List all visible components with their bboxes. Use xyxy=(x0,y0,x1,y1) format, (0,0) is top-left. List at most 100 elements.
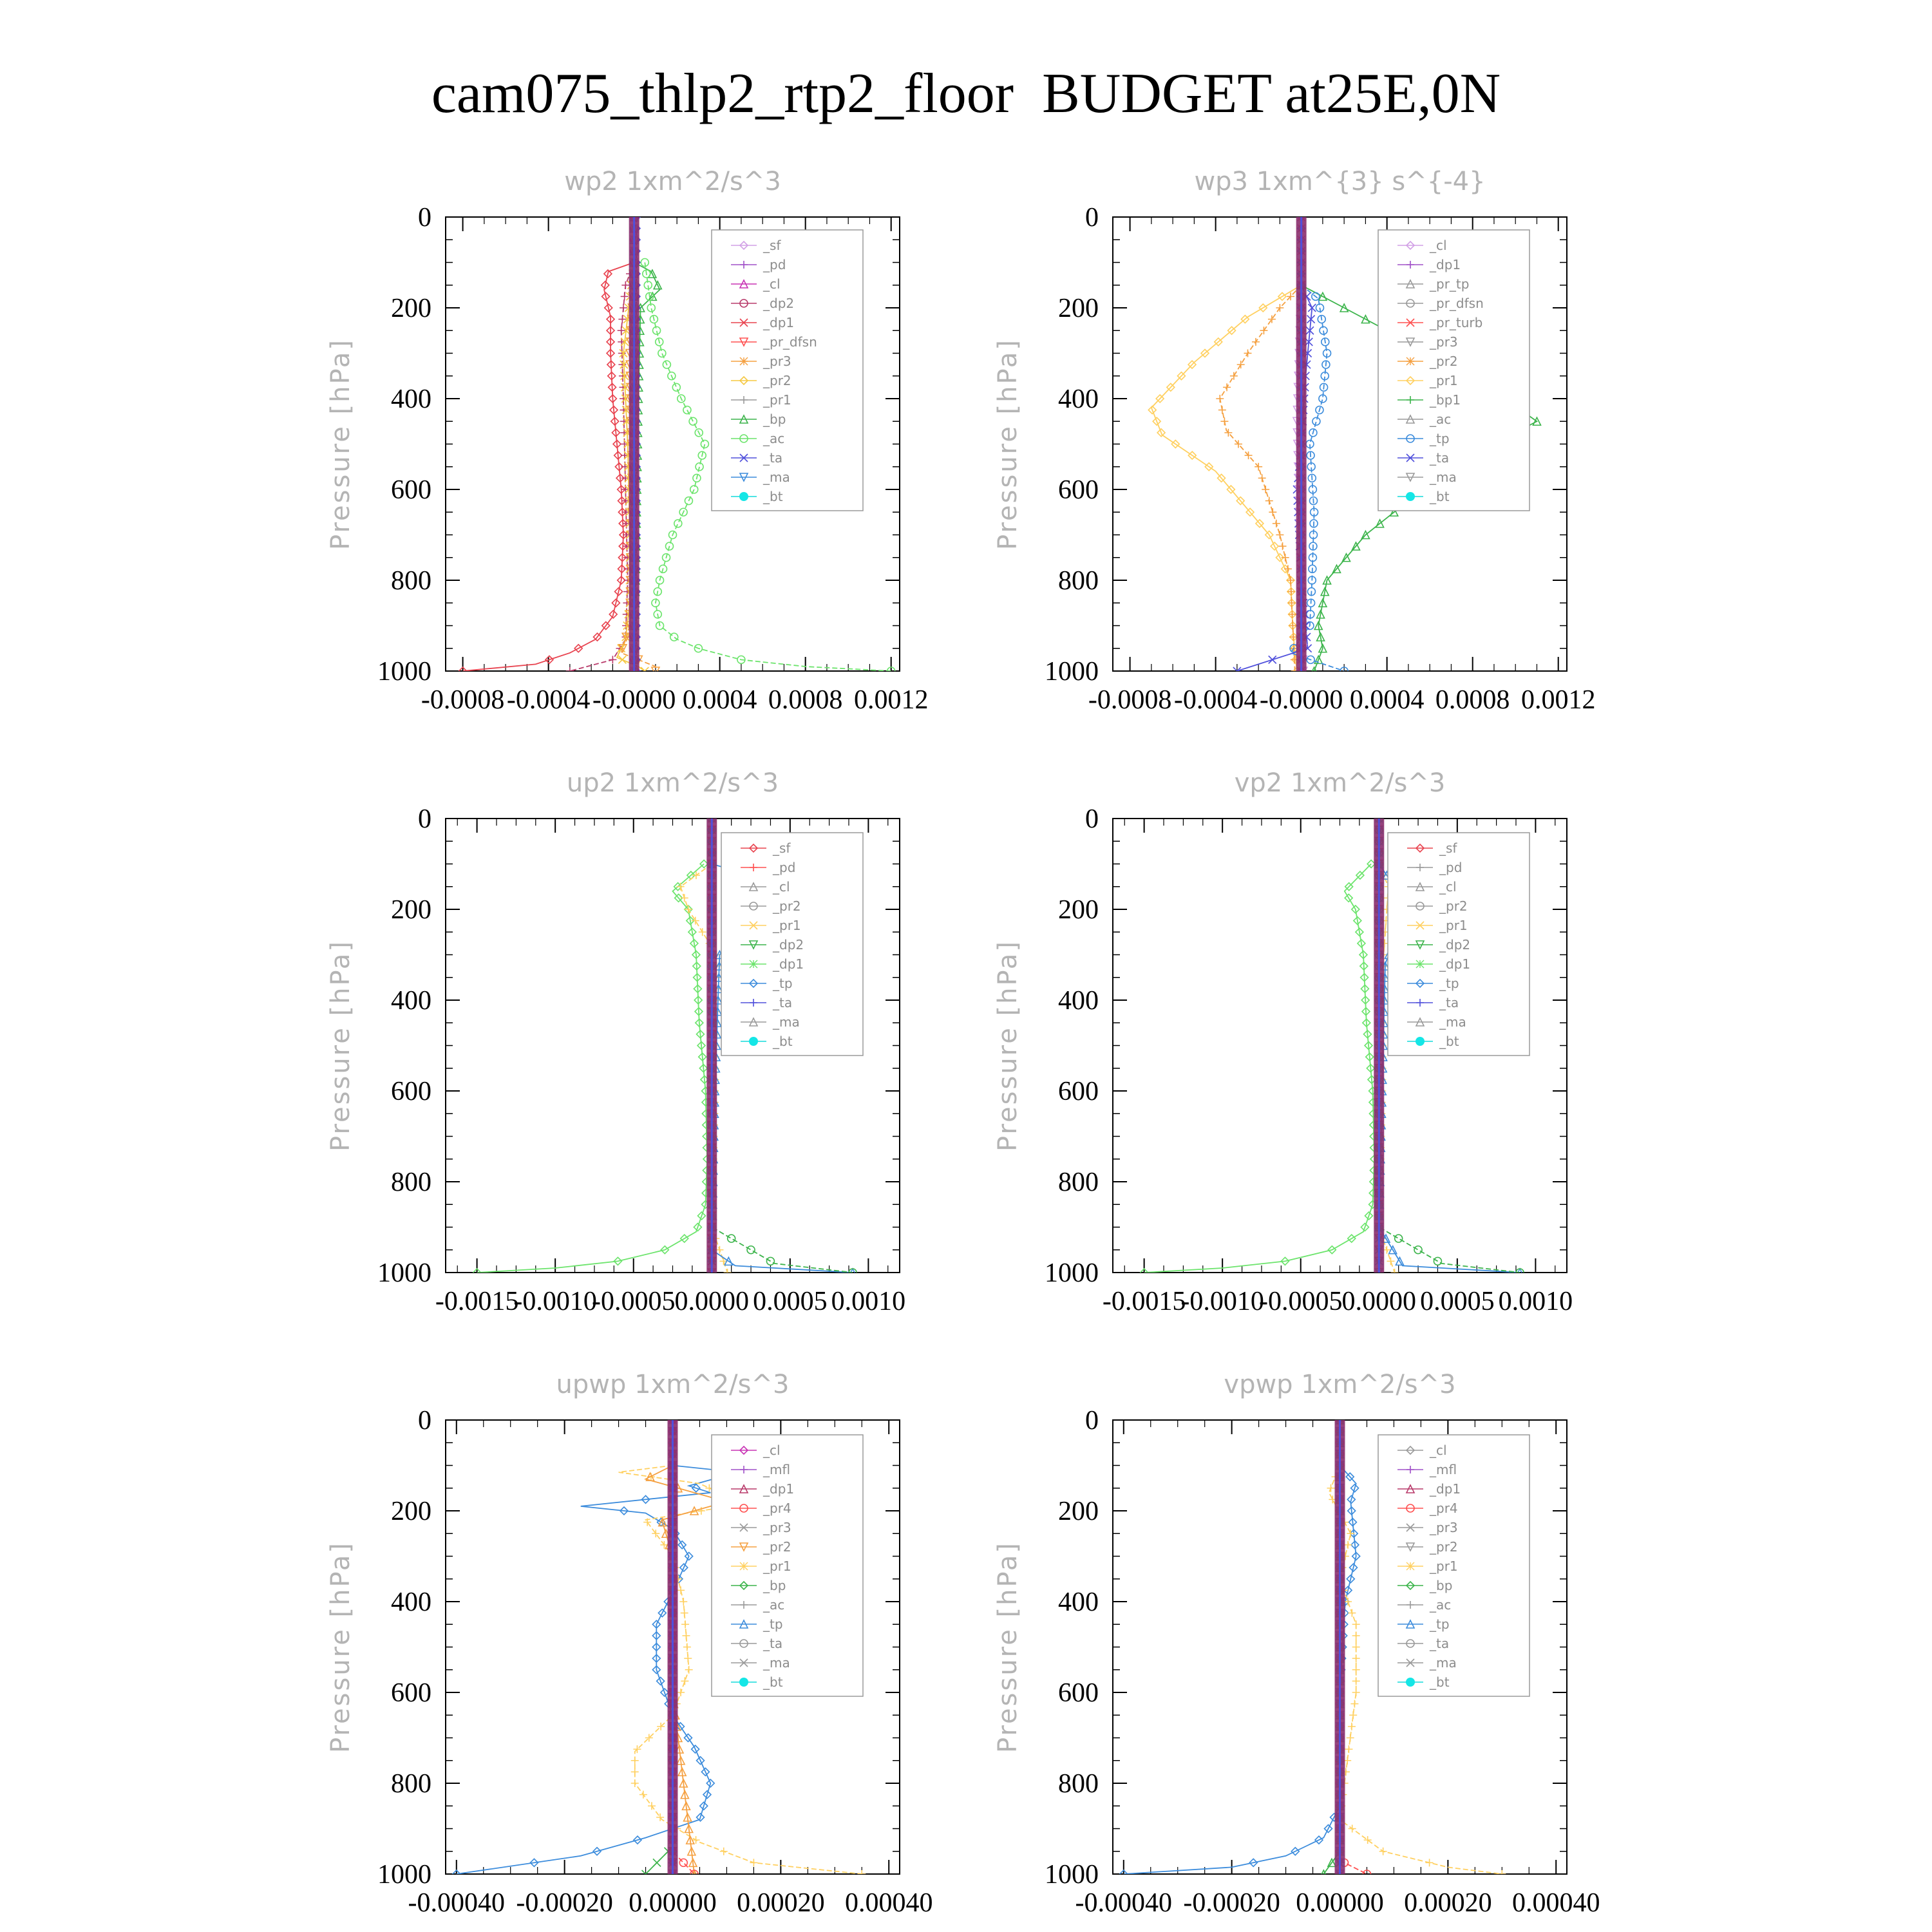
legend-item-ma: _ma xyxy=(1407,1014,1466,1030)
series-marker xyxy=(658,564,668,574)
series-marker xyxy=(1348,1824,1356,1833)
series-marker xyxy=(1348,1517,1358,1527)
y-tick-label: 0 xyxy=(418,203,431,232)
legend-item-ta: _ta xyxy=(1407,995,1459,1010)
series-marker xyxy=(1258,474,1266,482)
legend-marker xyxy=(739,375,749,386)
series-marker xyxy=(1312,417,1321,426)
series-marker xyxy=(605,314,616,324)
legend-item-ma: _ma xyxy=(741,1014,800,1030)
chart-panel-1: wp2 1xm^2/s^3 Pressure [hPa] 0 200 400 600 800… xyxy=(326,167,928,715)
plot-area xyxy=(1139,819,1524,1273)
legend-marker xyxy=(1416,902,1425,911)
series-marker xyxy=(684,905,692,913)
x-tick-label: 0.00040 xyxy=(845,1888,933,1918)
legend-item-ac: _ac xyxy=(731,1597,784,1613)
legend-item-dp2: _dp2 xyxy=(1407,937,1470,952)
y-tick-label: 1000 xyxy=(377,1258,431,1288)
legend-item-cl: _cl xyxy=(741,879,790,895)
series-marker xyxy=(640,667,649,671)
series-line xyxy=(1144,863,1375,1273)
series-marker xyxy=(1216,395,1224,402)
legend-item-pr3: _pr3 xyxy=(731,354,791,369)
series-marker xyxy=(529,1858,539,1868)
legend-item-mfl: _mfl xyxy=(1397,1462,1457,1477)
series-line xyxy=(1123,1464,1357,1874)
series-marker xyxy=(679,1233,689,1244)
series-marker xyxy=(1327,1857,1337,1868)
series-marker xyxy=(1322,348,1332,358)
x-tick-label: -0.00040 xyxy=(408,1888,506,1918)
y-tick-label: 400 xyxy=(391,384,431,414)
y-tick-label: 1000 xyxy=(1045,1258,1099,1288)
series-marker xyxy=(649,314,659,324)
legend-label: _bp xyxy=(762,1578,786,1593)
series-marker xyxy=(1414,1245,1423,1255)
series-marker xyxy=(1365,1052,1374,1062)
legend-marker xyxy=(740,261,748,269)
x-tick-label: -0.0000 xyxy=(1260,685,1343,715)
plot-area xyxy=(1148,217,1542,671)
legend-item-bt: _bt xyxy=(1397,1674,1450,1690)
series-marker xyxy=(612,439,622,449)
series-marker xyxy=(1318,598,1328,608)
series-dp1 xyxy=(472,859,712,1273)
legend-item-bt: _bt xyxy=(741,1034,793,1049)
x-tick-label: 0.0012 xyxy=(1521,685,1596,715)
y-tick-label: 200 xyxy=(391,895,431,925)
legend-label: _pr3 xyxy=(762,354,791,369)
series-marker xyxy=(1309,542,1318,551)
series-marker xyxy=(641,1870,650,1874)
series-marker xyxy=(1323,1824,1333,1833)
series-marker xyxy=(1287,292,1295,301)
legend-marker xyxy=(739,337,749,347)
series-marker xyxy=(1316,609,1325,619)
series-marker xyxy=(1255,462,1263,471)
series-marker xyxy=(1389,507,1399,517)
chart-panel-2: wp3 1xm^{3} s^{-4} Pressure [hPa] 0 200 400 6… xyxy=(993,167,1595,715)
legend-label: _pr4 xyxy=(762,1501,791,1516)
legend-item-sf: _sf xyxy=(731,238,781,253)
legend-item-bp1: _bp1 xyxy=(1397,392,1461,408)
legend-marker xyxy=(749,960,758,969)
y-tick-label: 600 xyxy=(391,1678,431,1708)
legend-label: _bt xyxy=(1429,489,1450,504)
series-marker xyxy=(1309,428,1318,437)
x-tick-label: 0.00040 xyxy=(1512,1888,1600,1918)
series-marker xyxy=(654,337,664,346)
legend-marker xyxy=(1415,882,1425,891)
legend-item-pr3: _pr3 xyxy=(1397,334,1458,350)
series-marker xyxy=(1349,1562,1358,1573)
legend-marker xyxy=(739,473,749,482)
legend-marker xyxy=(739,357,748,366)
series-marker xyxy=(618,541,628,551)
legend-item-pr1: _pr1 xyxy=(731,1558,791,1574)
legend-label: _bt xyxy=(1429,1674,1450,1690)
series-marker xyxy=(574,643,583,653)
series-marker xyxy=(620,304,628,312)
series-marker xyxy=(695,462,704,471)
legend-label: _bt xyxy=(762,489,783,504)
series-marker xyxy=(677,1689,685,1696)
series-marker xyxy=(690,1870,699,1874)
series-dp1 xyxy=(1139,859,1379,1273)
series-marker xyxy=(606,359,616,370)
x-tick-label: -0.0010 xyxy=(513,1287,597,1316)
series-marker xyxy=(681,1620,690,1629)
legend-item-pr4: _pr4 xyxy=(1397,1501,1458,1516)
series-dp1 xyxy=(458,258,639,671)
series-marker xyxy=(1229,372,1238,380)
series-marker xyxy=(1262,486,1270,493)
legend-item-tp: _tp xyxy=(731,1616,783,1632)
series-marker xyxy=(1343,1586,1353,1595)
legend-marker xyxy=(1406,453,1415,462)
legend-marker xyxy=(1405,375,1416,386)
series-marker xyxy=(1363,1029,1372,1039)
legend-marker xyxy=(1406,1639,1415,1648)
legend-label: _dp2 xyxy=(1439,937,1470,952)
series-marker xyxy=(1341,552,1351,562)
series-marker xyxy=(1277,292,1287,301)
series-marker xyxy=(618,643,628,654)
series-marker xyxy=(1364,1211,1374,1221)
legend-item-pr2: _pr2 xyxy=(731,373,791,388)
